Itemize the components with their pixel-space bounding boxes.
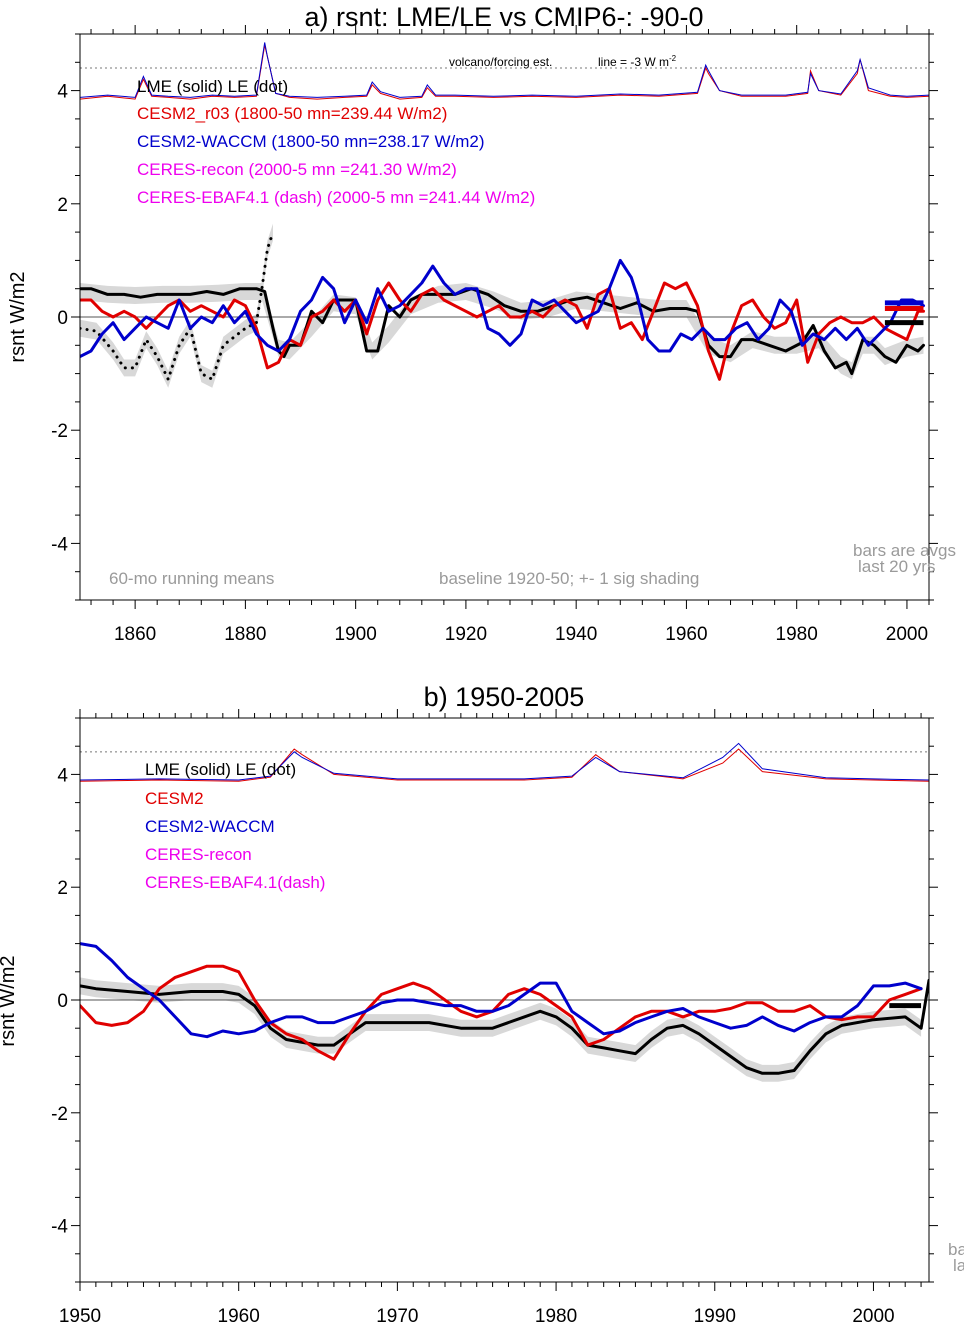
panel-a-legend-2: CESM2-WACCM (1800-50 mn=238.17 W/m2) [137, 132, 485, 151]
panel-b-ylabel: rsnt W/m2 [0, 955, 19, 1046]
panel-a-xtick-label: 1980 [776, 624, 818, 645]
panel-b-series-cesm2 [80, 964, 923, 1061]
panel-a-line-scale: line = -3 W m-2 [598, 54, 677, 69]
panel-a-line-scale-text: line = -3 W m [598, 55, 669, 69]
panel-a-ylabel: rsnt W/m2 [7, 271, 29, 362]
panel-a-line-scale-sup: -2 [669, 54, 677, 63]
panel-a-xtick-label: 1920 [445, 624, 487, 645]
panel-a-legend-4: CERES-EBAF4.1 (dash) (2000-5 mn =241.44 … [137, 188, 535, 207]
panel-b-series-cesm2-waccm [80, 942, 923, 1039]
panel-b-legend-3: CERES-recon [145, 845, 252, 864]
panel-a-series-cesm2-r03 [80, 281, 925, 381]
panel-a-chart: a) rsnt: LME/LE vs CMIP6-: -90-0 -4 -2 0 2 4… [7, 2, 956, 645]
panel-a-forcing-cesm2 [80, 45, 929, 100]
panel-b-xtick-label: 2000 [852, 1306, 894, 1325]
panel-a-series-cesm2-waccm [80, 258, 925, 359]
panel-b-xtick-label: 1960 [218, 1306, 260, 1325]
panel-a-xtick-label: 2000 [886, 624, 928, 645]
panel-a-shading-le [80, 223, 273, 388]
panel-a-title: a) rsnt: LME/LE vs CMIP6-: -90-0 [304, 2, 703, 32]
panel-a-ytick-label: 0 [57, 308, 68, 329]
panel-a-volcano-label: volcano/forcing est. [449, 55, 552, 69]
panel-b-xtick-label: 1970 [376, 1306, 418, 1325]
panel-b-ytick-label: -2 [51, 1104, 68, 1125]
panel-b-ytick-label: 2 [57, 878, 68, 899]
panel-b-ytick-label: 4 [57, 765, 68, 786]
panel-a-running-mean-note: 60-mo running means [109, 569, 274, 588]
panel-b-xtick-label: 1950 [59, 1306, 101, 1325]
panel-a-forcing-waccm [80, 42, 929, 98]
panel-a-xtick-label: 1860 [114, 624, 156, 645]
panel-a-series-lme [80, 287, 925, 376]
panel-a-shading-lme [80, 283, 924, 380]
panel-a-ytick-label: -2 [51, 421, 68, 442]
panel-b-bars-note-1: ba [948, 1240, 964, 1259]
panel-a-bars-note-1: bars are avgs [853, 541, 956, 560]
panel-b-ytick-label: 0 [57, 991, 68, 1012]
panel-a-ytick-label: 2 [57, 195, 68, 216]
panel-a-legend-1: CESM2_r03 (1800-50 mn=239.44 W/m2) [137, 104, 447, 123]
panel-a-bars-note-2: last 20 yrs [858, 557, 935, 576]
panel-a-xtick-label: 1960 [665, 624, 707, 645]
panel-a-xtick-label: 1900 [335, 624, 377, 645]
panel-b-plot-area: -4 -2 0 2 4 1950 1960 1970 1980 1990 2000 [51, 709, 938, 1325]
panel-a-xtick-label: 1880 [224, 624, 266, 645]
panel-b-legend-4: CERES-EBAF4.1(dash) [145, 873, 325, 892]
panel-b-chart: b) 1950-2005 -4 -2 0 2 4 1950 1960 1970 1980 1990… [0, 682, 964, 1325]
panel-b-forcing-waccm [80, 742, 929, 781]
panel-b-legend-0: LME (solid) LE (dot) [145, 760, 296, 779]
panel-a-ytick-label: -4 [51, 534, 68, 555]
panel-b-xtick-label: 1990 [694, 1306, 736, 1325]
panel-a-baseline-note: baseline 1920-50; +- 1 sig shading [439, 569, 699, 588]
panel-b-bars-note-2: la [953, 1256, 964, 1275]
panel-b-title: b) 1950-2005 [424, 682, 585, 712]
panel-a-legend-0: LME (solid) LE (dot) [137, 77, 288, 96]
panel-b-shading-lme [80, 977, 922, 1082]
panel-a-xtick-label: 1940 [555, 624, 597, 645]
panel-b-xtick-label: 1980 [535, 1306, 577, 1325]
panel-b-legend-2: CESM2-WACCM [145, 817, 275, 836]
panel-b-legend-1: CESM2 [145, 789, 204, 808]
panel-b-clip-group [80, 742, 929, 1082]
panel-a-clip-group [80, 42, 929, 388]
panel-a-legend-3: CERES-recon (2000-5 mn =241.30 W/m2) [137, 160, 457, 179]
panel-a-ytick-label: 4 [57, 82, 68, 103]
panel-b-ytick-label: -4 [51, 1217, 68, 1238]
panel-a-plot-area: -4 -2 0 2 4 1860 1880 1900 1920 1940 1960 1980 2000 [51, 25, 938, 645]
panel-b-series-lme [80, 978, 929, 1075]
